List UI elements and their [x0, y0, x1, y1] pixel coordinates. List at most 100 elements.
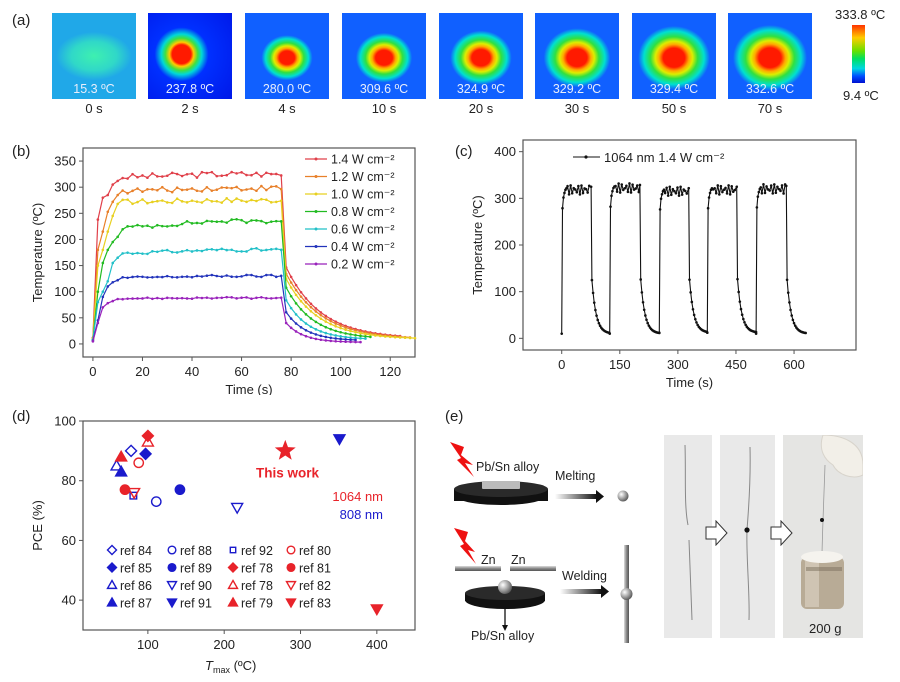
data-point: [383, 335, 387, 338]
data-point: [299, 308, 303, 311]
data-point: [804, 331, 807, 335]
data-point: [96, 290, 100, 293]
data-point: [131, 297, 134, 300]
data-point: [673, 189, 676, 193]
data-point: [136, 223, 139, 227]
data-point: [354, 329, 357, 332]
data-point: [690, 300, 694, 304]
data-point: [210, 170, 214, 174]
data-point: [289, 306, 293, 310]
data-point: [265, 248, 268, 252]
data-point: [180, 222, 184, 226]
data-point: [289, 326, 293, 330]
data-point: [676, 186, 679, 189]
scatter-point: [332, 434, 347, 446]
data-point: [743, 321, 746, 324]
data-point: [121, 189, 124, 192]
legend-label: 1.2 W cm⁻²: [331, 170, 395, 184]
scatter-point: [109, 458, 124, 471]
legend-marker: [285, 598, 297, 609]
data-point: [339, 330, 342, 334]
scatter-point: [129, 491, 138, 500]
thermal-image: 329.2 ºC: [535, 13, 619, 99]
melting-arrow: [555, 494, 597, 499]
data-point: [319, 334, 323, 338]
x-tick-label: 100: [330, 364, 352, 379]
data-point: [294, 288, 298, 292]
data-point: [329, 333, 333, 336]
data-point: [141, 297, 144, 300]
data-point: [180, 188, 184, 192]
data-point: [324, 314, 328, 318]
data-point: [205, 197, 209, 201]
y-tick-label: 250: [54, 206, 76, 221]
legend-marker: [286, 562, 296, 573]
data-point: [250, 247, 253, 251]
scatter-point: [230, 502, 244, 515]
data-point: [696, 323, 699, 327]
x-tick-label: 60: [234, 364, 248, 379]
data-point: [733, 188, 737, 192]
data-point: [284, 321, 288, 325]
legend-marker: [106, 544, 118, 556]
data-point: [344, 335, 347, 339]
data-point: [126, 297, 129, 300]
data-point: [101, 230, 105, 233]
y-tick-label: 350: [54, 154, 76, 169]
weight-label: 200 g: [809, 621, 842, 636]
data-point: [225, 173, 229, 177]
y-tick-label: 100: [494, 284, 516, 299]
data-point: [578, 193, 582, 196]
data-point: [279, 199, 283, 203]
y-tick-label: 400: [494, 144, 516, 159]
data-point: [289, 286, 293, 289]
thermal-image: 332.6 ºC: [728, 13, 812, 99]
data-point: [707, 196, 711, 199]
data-point: [695, 321, 698, 324]
data-point: [359, 334, 362, 338]
alloy-ball-2: [498, 580, 512, 594]
data-point: [146, 276, 149, 279]
data-point: [639, 278, 643, 281]
data-point: [379, 334, 382, 338]
data-point: [324, 317, 328, 320]
scatter-point: [114, 464, 128, 477]
data-point: [608, 332, 612, 335]
data-point: [762, 183, 765, 186]
legend-marker: [227, 579, 239, 590]
data-point: [304, 301, 308, 304]
data-point: [364, 332, 367, 336]
data-point: [146, 296, 149, 299]
data-point: [573, 188, 577, 191]
data-point: [728, 193, 732, 196]
data-point: [788, 301, 791, 304]
data-point: [260, 249, 263, 252]
data-point: [329, 322, 333, 326]
thermal-temp-label: 309.6 ºC: [359, 82, 409, 96]
data-point: [621, 188, 625, 192]
data-point: [136, 297, 139, 300]
data-point: [666, 194, 670, 197]
legend-label: 1064 nm 1.4 W cm⁻²: [604, 150, 725, 165]
top-alloy-label: Pb/Sn alloy: [476, 460, 540, 474]
data-point: [314, 313, 318, 317]
thermal-image: 15.3 ºC: [52, 13, 136, 99]
legend-label: ref 78: [241, 562, 273, 576]
data-point: [771, 192, 775, 195]
data-point: [638, 183, 642, 187]
data-point: [769, 184, 773, 187]
data-point: [269, 201, 273, 204]
data-point: [245, 188, 248, 191]
data-point: [344, 338, 347, 341]
data-point: [631, 183, 634, 186]
data-point: [240, 275, 243, 278]
data-point: [205, 219, 209, 223]
data-point: [116, 202, 119, 206]
legend-label: ref 83: [299, 597, 331, 611]
data-point: [210, 220, 214, 223]
data-point: [200, 170, 204, 174]
data-point: [596, 318, 600, 322]
data-point: [334, 339, 338, 343]
x-axis-label: Time (s): [225, 382, 272, 395]
legend-marker: [314, 157, 318, 161]
